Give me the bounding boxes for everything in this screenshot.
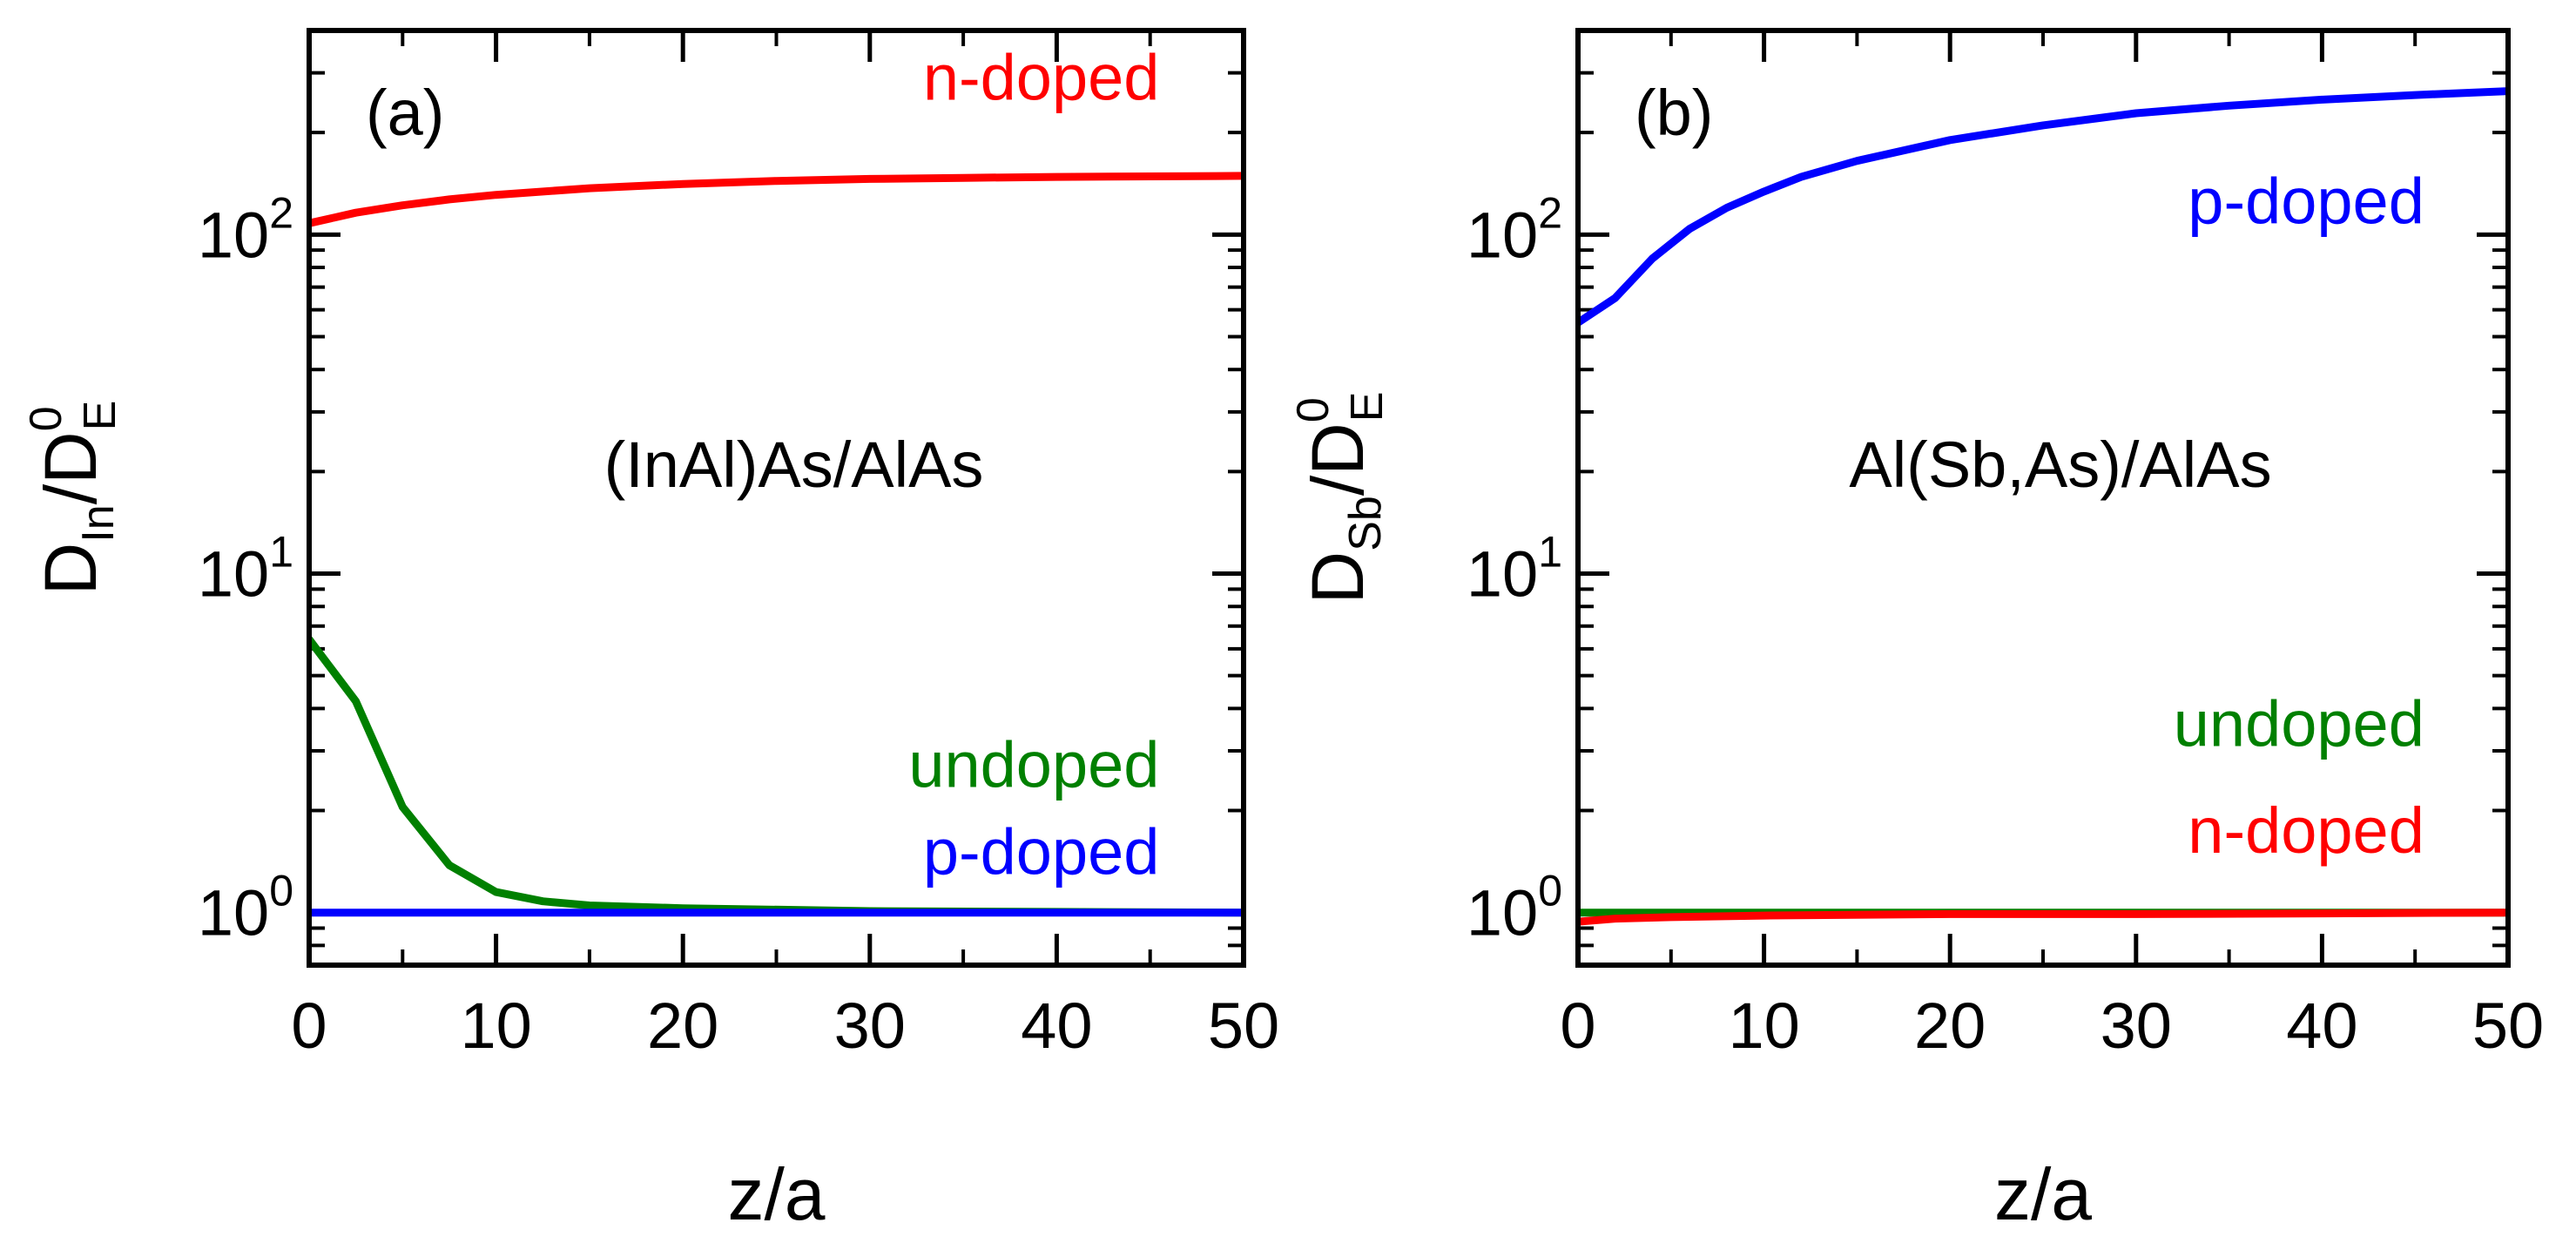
series-label-n-doped: n-doped [923,41,1160,113]
x-tick-label: 30 [834,990,906,1062]
x-tick-label: 10 [460,990,531,1062]
series-label-undoped: undoped [908,728,1159,801]
y-tick-label: 100 [1467,867,1562,949]
plot-frame [307,28,1246,968]
x-axis-label: z/a [727,1153,825,1235]
y-axis-label: DIn/D0E [21,401,125,596]
y-axis-label: DSb/D0E [1288,392,1393,605]
x-tick-label: 0 [1560,990,1595,1062]
series-label-p-doped: p-doped [2188,165,2424,237]
x-tick-label-group: 0 10 20 30 40 50 [291,990,1279,1062]
x-tick-label: 20 [647,990,718,1062]
panel-label: (a) [366,77,444,149]
y-tick-label: 102 [198,188,293,271]
series-line-n-doped [1578,909,2508,926]
x-tick-label: 50 [1208,990,1279,1062]
y-tick-label: 100 [198,867,293,949]
y-tick-label: 101 [198,528,293,611]
x-tick-label: 0 [291,990,327,1062]
series-group [309,172,1244,917]
x-tick-label: 40 [2286,990,2357,1062]
series-label-undoped: undoped [2174,687,2424,760]
x-tick-label: 50 [2472,990,2544,1062]
series-line-p-doped [1578,87,2508,327]
panel-label: (b) [1635,77,1713,149]
y-tick-label-group: 100 101 102 [198,188,293,949]
x-tick-label: 20 [1914,990,1986,1062]
series-group [1578,87,2508,926]
series-label-n-doped: n-doped [2188,794,2424,867]
plot-frame [1575,28,2511,968]
y-tick-label: 102 [1467,188,1562,271]
x-tick-label: 40 [1021,990,1092,1062]
y-tick-label-group: 100 101 102 [1467,188,1562,949]
series-label-p-doped: p-doped [923,815,1160,888]
series-line-n-doped [309,172,1244,227]
material-annotation: (InAl)As/AlAs [604,429,984,501]
x-tick-label-group: 0 10 20 30 40 50 [1560,990,2544,1062]
x-tick-label: 10 [1728,990,1799,1062]
material-annotation: Al(Sb,As)/AlAs [1849,429,2271,501]
x-tick-label: 30 [2101,990,2172,1062]
x-axis-label: z/a [1994,1153,2092,1235]
y-tick-label: 101 [1467,528,1562,611]
